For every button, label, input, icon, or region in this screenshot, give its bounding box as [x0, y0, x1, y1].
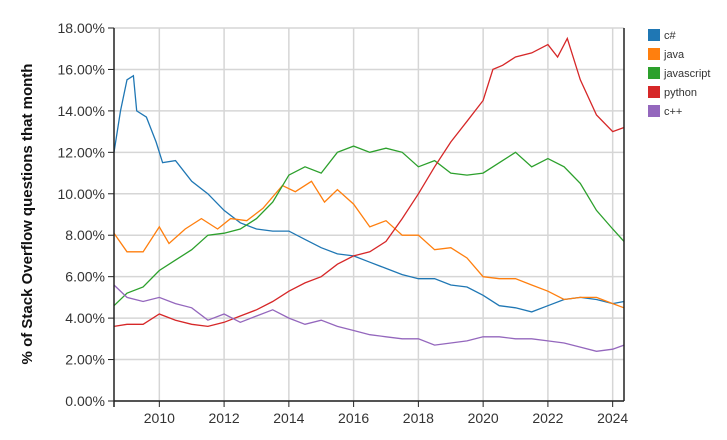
- series-line-java: [113, 180, 625, 309]
- y-tick-label: 0.00%: [65, 393, 105, 409]
- legend-label-python: python: [664, 87, 697, 99]
- x-tick-label: 2020: [468, 410, 499, 426]
- legend-swatch-c#: [648, 29, 660, 41]
- x-tick-label: 2018: [403, 410, 434, 426]
- x-tick-label: 2014: [273, 410, 304, 426]
- x-tick-label: 2016: [338, 410, 369, 426]
- x-tick-label: 2024: [597, 410, 628, 426]
- x-tick-label: 2010: [144, 410, 175, 426]
- y-tick-label: 12.00%: [58, 144, 105, 160]
- y-tick-label: 6.00%: [65, 269, 105, 285]
- y-tick-label: 14.00%: [58, 103, 105, 119]
- series-lines: [113, 36, 625, 352]
- legend: c# java javascript python c++: [648, 29, 710, 118]
- legend-label-c++: c++: [664, 106, 682, 118]
- y-tick-label: 2.00%: [65, 352, 105, 368]
- series-line-c#: [113, 74, 625, 313]
- y-tick-label: 18.00%: [58, 20, 105, 36]
- series-line-python: [113, 36, 625, 328]
- series-line-javascript: [113, 145, 625, 307]
- legend-label-javascript: javascript: [663, 68, 710, 80]
- grid: [114, 27, 624, 402]
- y-tick-label: 8.00%: [65, 227, 105, 243]
- legend-swatch-c++: [648, 105, 660, 117]
- series-line-c++: [113, 284, 625, 352]
- y-tick-label: 16.00%: [58, 61, 105, 77]
- x-tick-label: 2012: [209, 410, 240, 426]
- y-axis-label: % of Stack Overflow questions that month: [19, 64, 36, 365]
- axes: 0.00% 2.00% 4.00% 6.00% 8.00% 10.00% 12.00% 14.…: [58, 20, 629, 426]
- legend-swatch-java: [648, 48, 660, 60]
- legend-swatch-python: [648, 86, 660, 98]
- y-tick-label: 4.00%: [65, 310, 105, 326]
- legend-label-c#: c#: [664, 30, 677, 42]
- y-tick-label: 10.00%: [58, 186, 105, 202]
- legend-label-java: java: [663, 49, 685, 61]
- legend-swatch-javascript: [648, 67, 660, 79]
- x-tick-label: 2022: [532, 410, 563, 426]
